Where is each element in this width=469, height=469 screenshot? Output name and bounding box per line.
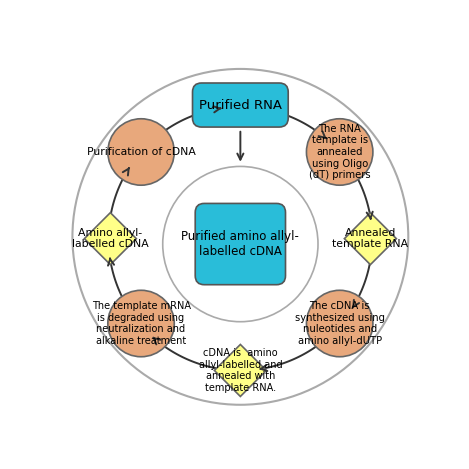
Text: Purified RNA: Purified RNA	[199, 98, 282, 112]
Text: The cDNA is
synthesized using
nuleotides and
amino allyl-dUTP: The cDNA is synthesized using nuleotides…	[295, 301, 385, 346]
Circle shape	[163, 166, 318, 322]
Text: Purification of cDNA: Purification of cDNA	[87, 147, 196, 157]
Circle shape	[72, 69, 408, 405]
Circle shape	[108, 290, 174, 357]
Text: The template mRNA
is degraded using
neutralization and
alkaline treatment: The template mRNA is degraded using neut…	[91, 301, 190, 346]
Text: cDNA is  amino
allyl-labelled and
annealed with
template RNA.: cDNA is amino allyl-labelled and anneale…	[198, 348, 282, 393]
Circle shape	[306, 290, 373, 357]
Text: The RNA
template is
annealed
using Oligo
(dT) primers: The RNA template is annealed using Oligo…	[309, 124, 371, 180]
Polygon shape	[344, 212, 396, 265]
Circle shape	[108, 119, 174, 185]
FancyBboxPatch shape	[195, 204, 286, 285]
FancyBboxPatch shape	[192, 83, 288, 127]
Circle shape	[306, 119, 373, 185]
Polygon shape	[214, 344, 266, 396]
Polygon shape	[84, 212, 136, 265]
Text: Amino allyl-
labelled cDNA: Amino allyl- labelled cDNA	[72, 228, 149, 250]
Text: Purified amino allyl-
labelled cDNA: Purified amino allyl- labelled cDNA	[182, 230, 299, 258]
Text: Annealed
template RNA: Annealed template RNA	[333, 228, 408, 250]
